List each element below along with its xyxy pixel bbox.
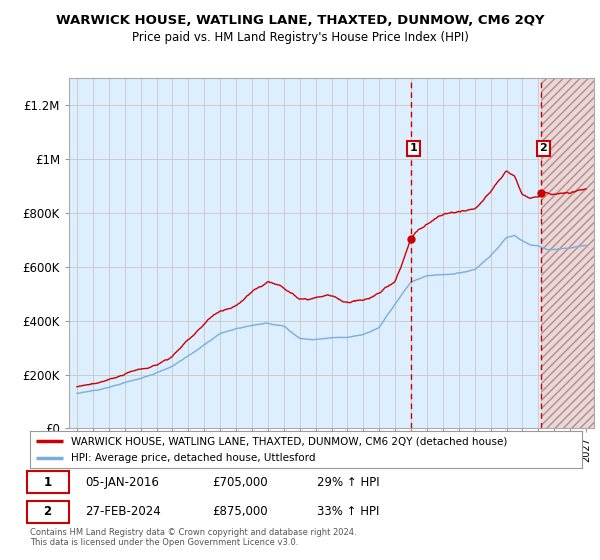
Bar (541, 78, 594, 428)
Text: WARWICK HOUSE, WATLING LANE, THAXTED, DUNMOW, CM6 2QY (detached house): WARWICK HOUSE, WATLING LANE, THAXTED, DU… (71, 436, 508, 446)
Text: 2: 2 (539, 143, 547, 153)
Text: 1: 1 (44, 475, 52, 489)
Text: 2: 2 (44, 505, 52, 519)
Text: Contains HM Land Registry data © Crown copyright and database right 2024.
This d: Contains HM Land Registry data © Crown c… (30, 528, 356, 547)
Text: Price paid vs. HM Land Registry's House Price Index (HPI): Price paid vs. HM Land Registry's House … (131, 31, 469, 44)
Text: 05-JAN-2016: 05-JAN-2016 (85, 475, 159, 489)
Text: 33% ↑ HPI: 33% ↑ HPI (317, 505, 379, 519)
FancyBboxPatch shape (27, 472, 68, 493)
Text: 29% ↑ HPI: 29% ↑ HPI (317, 475, 380, 489)
FancyBboxPatch shape (27, 501, 68, 522)
Text: 27-FEB-2024: 27-FEB-2024 (85, 505, 161, 519)
Text: 1: 1 (410, 143, 418, 153)
Text: £705,000: £705,000 (212, 475, 268, 489)
Text: WARWICK HOUSE, WATLING LANE, THAXTED, DUNMOW, CM6 2QY: WARWICK HOUSE, WATLING LANE, THAXTED, DU… (56, 14, 544, 27)
Text: HPI: Average price, detached house, Uttlesford: HPI: Average price, detached house, Uttl… (71, 453, 316, 463)
Text: £875,000: £875,000 (212, 505, 268, 519)
